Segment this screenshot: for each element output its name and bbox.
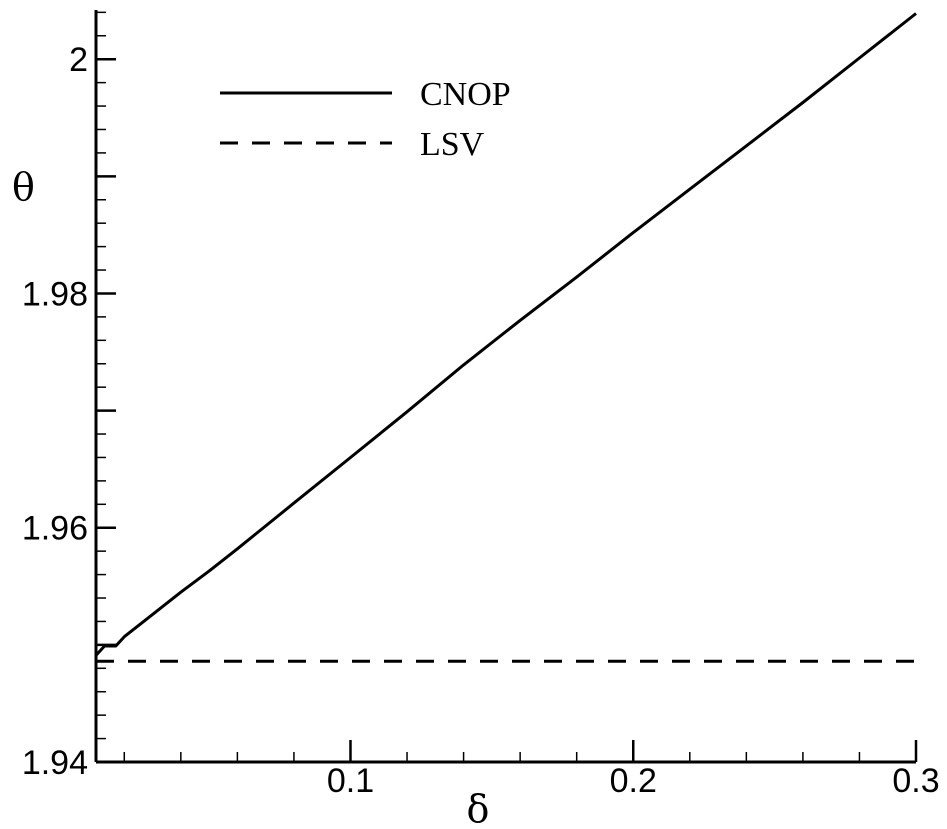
x-tick-label: 0.2	[610, 762, 657, 800]
legend-label-cnop: CNOP	[420, 76, 511, 113]
y-tick-label: 1.98	[22, 275, 88, 313]
legend-label-lsv: LSV	[420, 126, 485, 163]
y-tick-label: 1.94	[22, 744, 88, 782]
x-axis-title: δ	[467, 787, 490, 829]
y-tick-label: 1.96	[22, 510, 88, 548]
y-tick-label: 2	[69, 41, 88, 79]
legend: CNOP LSV	[220, 76, 511, 163]
series-layer	[94, 12, 917, 663]
x-tick-label: 0.1	[327, 762, 374, 800]
series-line-cnop	[94, 12, 917, 657]
y-axis-title: θ	[12, 165, 35, 209]
x-tick-label: 0.3	[892, 762, 939, 800]
y-ticks: 1.94 1.96 1.98 2	[22, 11, 116, 782]
axes	[94, 10, 916, 764]
x-ticks: 0.1 0.2 0.3	[123, 740, 940, 800]
